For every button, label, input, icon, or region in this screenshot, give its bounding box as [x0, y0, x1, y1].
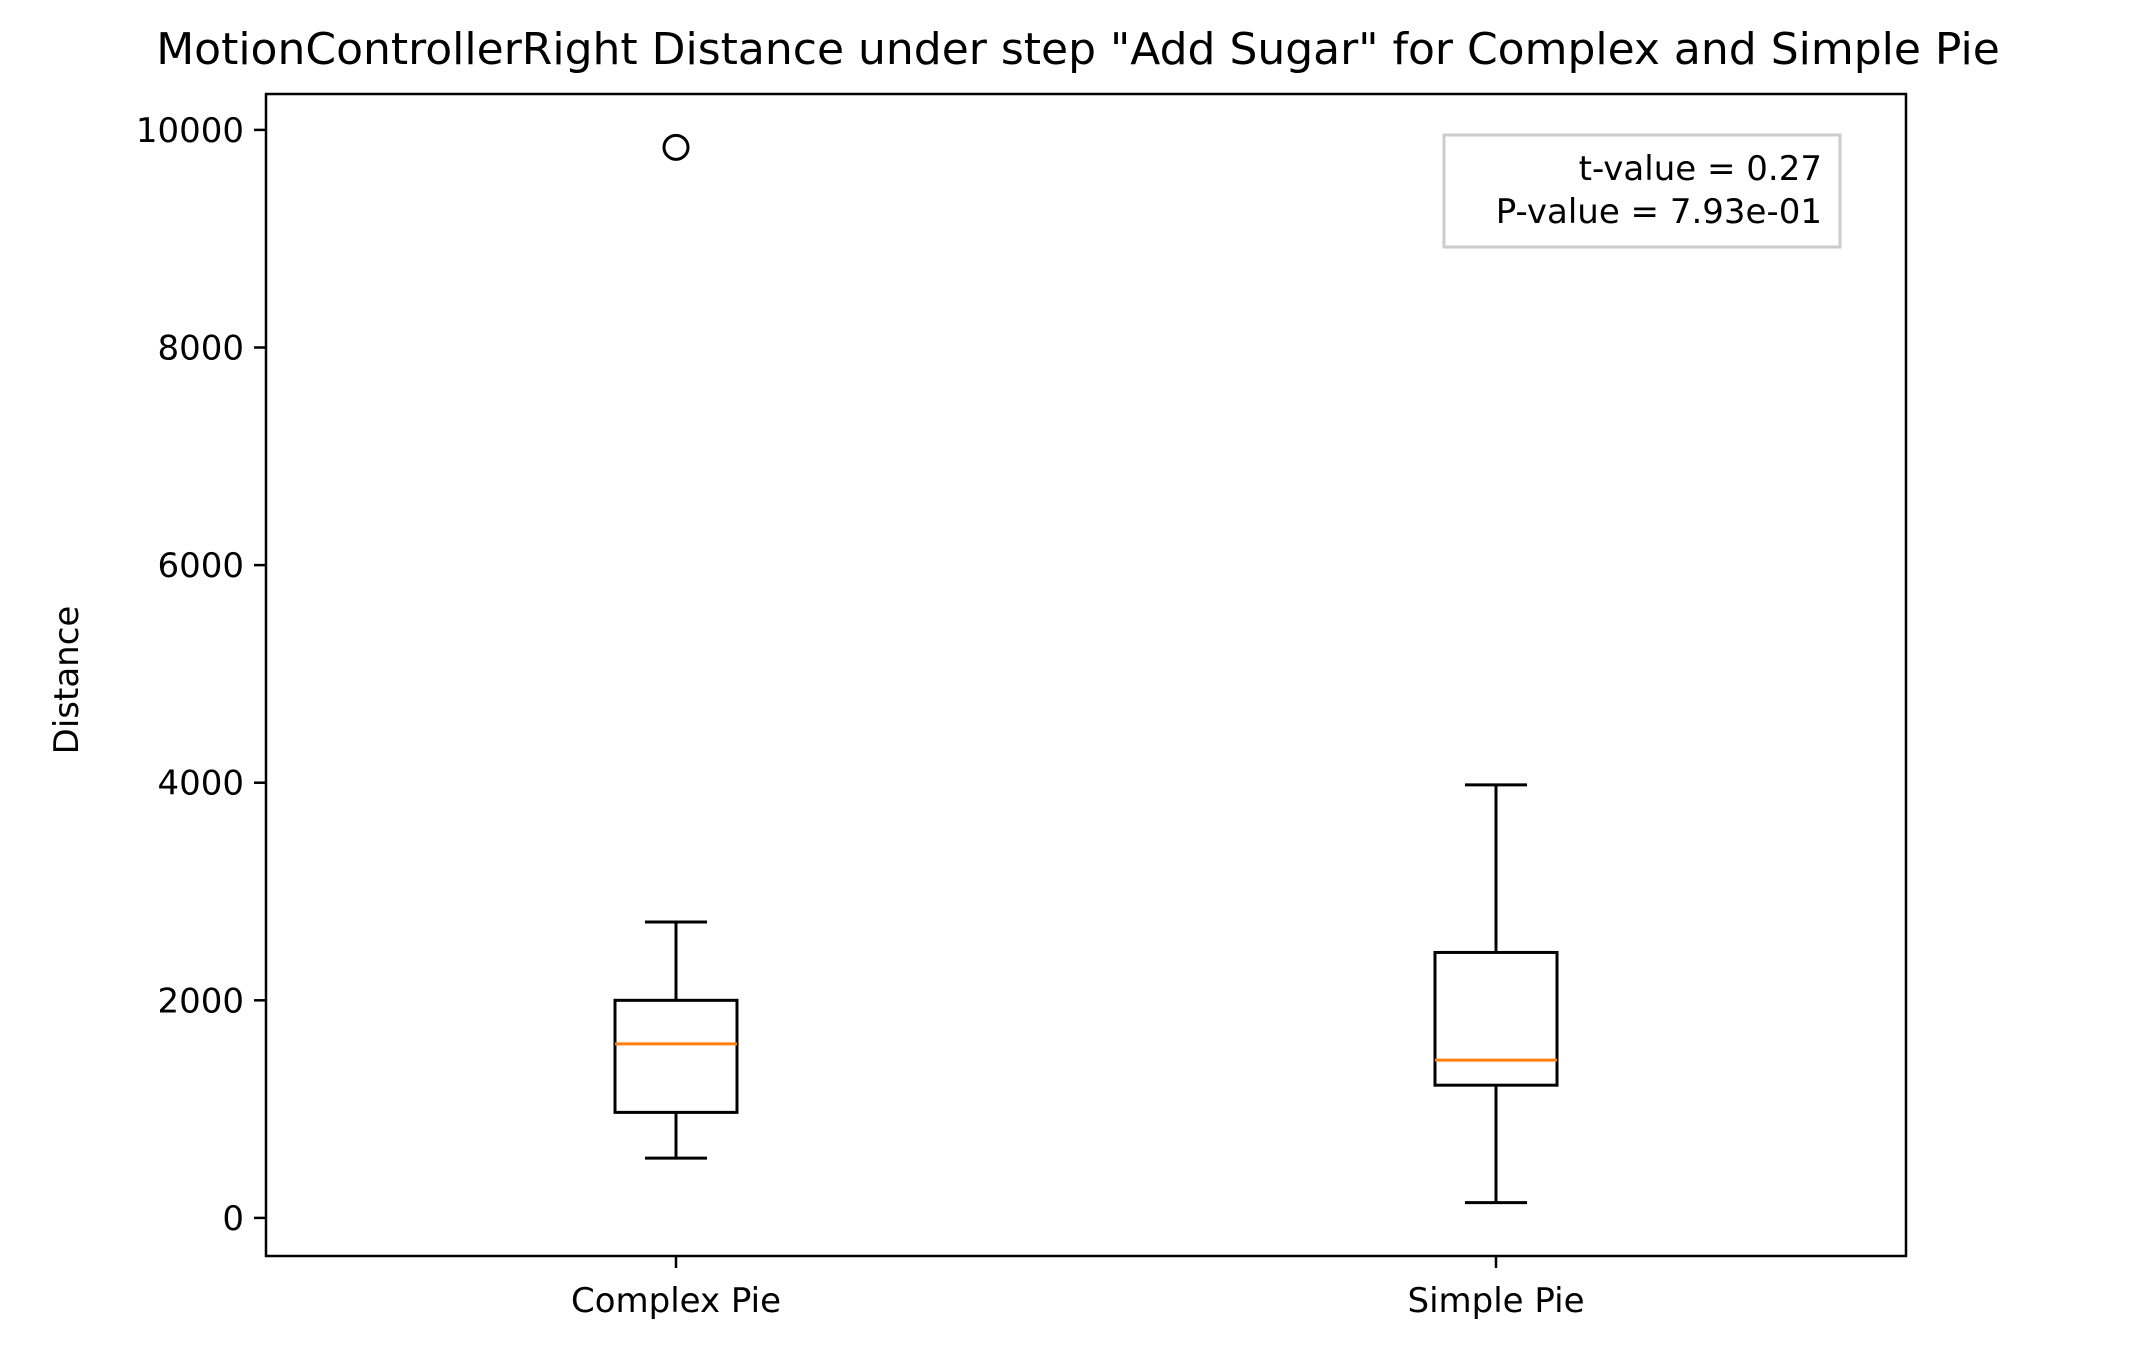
t-value-text: t-value = 0.27: [1579, 149, 1822, 189]
y-axis-label: Distance: [47, 606, 87, 755]
x-tick-label: Simple Pie: [1407, 1281, 1584, 1321]
interquartile-box: [613, 998, 739, 1114]
y-tick-label: 8000: [157, 329, 244, 369]
stats-annotation-box: [1442, 133, 1842, 249]
box-simple-pie: [1433, 783, 1559, 1205]
y-tick-label: 4000: [157, 764, 244, 804]
box-series: [613, 133, 1559, 1205]
y-tick-label: 2000: [157, 981, 244, 1021]
chart-title: MotionControllerRight Distance under ste…: [156, 24, 2000, 75]
x-tick-label: Complex Pie: [571, 1281, 781, 1321]
y-tick-label: 6000: [157, 546, 244, 586]
stats-annotation: t-value = 0.27 P-value = 7.93e-01: [1442, 133, 1842, 249]
plot-area-frame: [264, 92, 1908, 1258]
y-axis-ticks: 0 2000 4000 6000 8000 10000: [136, 111, 266, 1239]
box-complex-pie: [613, 133, 739, 1160]
p-value-text: P-value = 7.93e-01: [1496, 192, 1822, 232]
y-tick-label: 0: [222, 1199, 244, 1239]
outlier-point: [662, 133, 690, 161]
y-tick-label: 10000: [136, 111, 244, 151]
interquartile-box: [1433, 950, 1559, 1087]
x-axis-ticks: Complex Pie Simple Pie: [571, 1256, 1585, 1321]
